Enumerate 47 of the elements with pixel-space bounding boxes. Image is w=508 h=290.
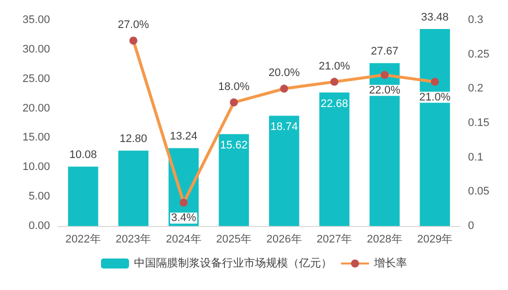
legend-label: 增长率 xyxy=(373,256,407,270)
data-label: 33.48 xyxy=(421,11,449,24)
bar xyxy=(218,134,249,226)
data-label: 18.0% xyxy=(218,80,250,93)
y-tick-label: 20.00 xyxy=(22,102,50,114)
x-tick-label: 2025年 xyxy=(216,234,252,246)
x-tick-label: 2028年 xyxy=(366,234,402,246)
y2-tick-label: 0.2 xyxy=(468,82,484,95)
bar xyxy=(370,63,400,226)
y-tick-label: 30.00 xyxy=(22,43,50,56)
y-tick-label: 15.00 xyxy=(22,132,50,144)
y-tick-label: 5.00 xyxy=(28,190,50,203)
x-tick-label: 2026年 xyxy=(266,234,302,246)
bar xyxy=(118,150,148,226)
y-tick-label: 10.00 xyxy=(22,161,50,174)
y2-tick-label: 0 xyxy=(468,220,474,232)
bar xyxy=(68,166,98,226)
y-tick-label: 35.00 xyxy=(22,14,50,26)
data-label: 12.80 xyxy=(120,133,148,146)
x-tick-label: 2029年 xyxy=(417,234,453,246)
data-label: 22.0% xyxy=(369,84,400,96)
y2-tick-label: 0.05 xyxy=(468,186,490,198)
x-tick-label: 2023年 xyxy=(116,234,152,246)
x-tick-label: 2027年 xyxy=(316,234,352,246)
data-label: 21.0% xyxy=(419,91,451,104)
x-tick-label: 2022年 xyxy=(65,234,101,246)
data-label: 3.4% xyxy=(171,212,196,224)
data-label: 10.08 xyxy=(69,149,97,162)
bar xyxy=(319,92,350,226)
data-label: 18.74 xyxy=(270,121,298,134)
y2-tick-label: 0.1 xyxy=(468,151,484,164)
y2-tick-label: 0.15 xyxy=(468,117,490,129)
data-label: 27.67 xyxy=(370,46,398,58)
y2-tick-label: 0.3 xyxy=(468,14,484,26)
y-tick-label: 0.00 xyxy=(28,220,50,232)
legend-label: 中国隔膜制浆设备行业市场规模（亿元） xyxy=(134,256,332,270)
x-tick-label: 2024年 xyxy=(166,234,202,246)
bar xyxy=(269,116,300,226)
data-label: 13.24 xyxy=(170,130,198,143)
data-label: 22.68 xyxy=(320,98,348,110)
y2-tick-label: 0.25 xyxy=(468,48,490,60)
data-label: 21.0% xyxy=(318,60,350,72)
data-label: 15.62 xyxy=(220,140,248,152)
data-label: 27.0% xyxy=(118,19,150,32)
y-tick-label: 25.00 xyxy=(22,72,50,85)
bar xyxy=(420,28,450,226)
data-label: 20.0% xyxy=(268,67,300,80)
